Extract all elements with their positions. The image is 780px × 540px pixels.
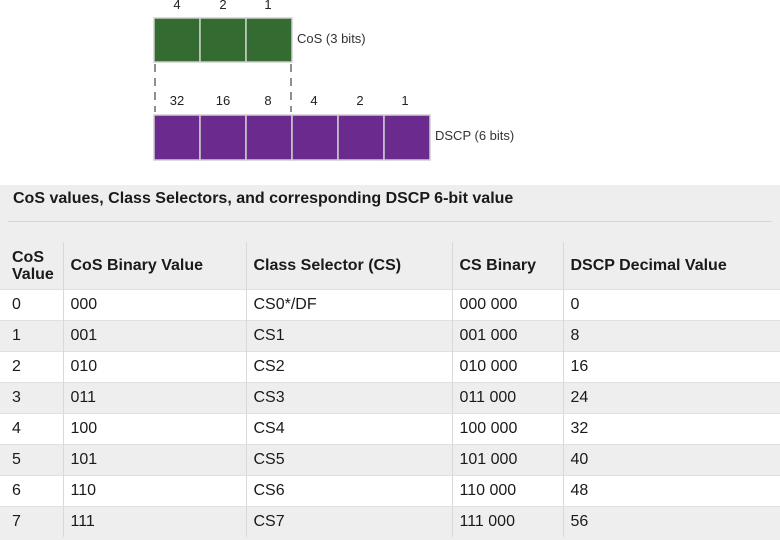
table-row: 6 110 CS6 110 000 48 <box>0 475 780 507</box>
table-row: 7 111 CS7 111 000 56 <box>0 506 780 537</box>
cell-cos-value: 0 <box>0 289 63 321</box>
dscp-bit-cell <box>199 114 247 161</box>
cos-bit-cell <box>245 17 293 63</box>
header-class-selector: Class Selector (CS) <box>245 242 452 290</box>
header-dscp-decimal: DSCP Decimal Value <box>562 242 780 290</box>
cell-cos-value: 3 <box>0 382 63 414</box>
cell-class-selector: CS1 <box>245 320 452 352</box>
cell-cos-value: 5 <box>0 444 63 476</box>
cell-cos-value: 6 <box>0 475 63 507</box>
cell-class-selector: CS7 <box>245 506 452 537</box>
cell-cos-value: 4 <box>0 413 63 445</box>
cos-bit-weight: 1 <box>264 0 271 12</box>
cos-bit-cell <box>153 17 201 63</box>
dscp-bit-cell <box>291 114 339 161</box>
cell-cos-binary: 101 <box>62 444 246 476</box>
cell-cos-value: 1 <box>0 320 63 352</box>
cell-cos-value: 7 <box>0 506 63 537</box>
dscp-bit-numbers: 32 16 8 4 2 1 <box>170 93 409 108</box>
cell-cs-binary: 111 000 <box>451 506 563 537</box>
dscp-bit-weight: 8 <box>264 93 271 108</box>
table-caption: CoS values, Class Selectors, and corresp… <box>13 190 514 207</box>
cell-cs-binary: 011 000 <box>451 382 563 414</box>
table-header-row: CoS Value CoS Binary Value Class Selecto… <box>0 242 780 290</box>
header-cs-binary: CS Binary <box>451 242 563 290</box>
cell-cos-binary: 100 <box>62 413 246 445</box>
cos-field: 4 2 1 CoS (3 bits) <box>153 0 366 63</box>
cell-class-selector: CS5 <box>245 444 452 476</box>
cell-dscp-decimal: 24 <box>562 382 780 414</box>
table-row: 1 001 CS1 001 000 8 <box>0 320 780 352</box>
cell-cs-binary: 110 000 <box>451 475 563 507</box>
table-row: 4 100 CS4 100 000 32 <box>0 413 780 445</box>
cos-bit-weight: 2 <box>219 0 226 12</box>
cell-cs-binary: 001 000 <box>451 320 563 352</box>
cos-field-label: CoS (3 bits) <box>297 31 366 46</box>
cell-cos-value: 2 <box>0 351 63 383</box>
cos-bit-weight: 4 <box>173 0 180 12</box>
dscp-bit-cell <box>245 114 293 161</box>
cell-cos-binary: 011 <box>62 382 246 414</box>
dscp-bit-weight: 4 <box>310 93 317 108</box>
dscp-bit-cells <box>153 114 431 161</box>
dscp-bit-weight: 16 <box>216 93 230 108</box>
dscp-bit-cell <box>153 114 201 161</box>
dscp-field-label: DSCP (6 bits) <box>435 128 514 143</box>
cell-dscp-decimal: 48 <box>562 475 780 507</box>
cell-dscp-decimal: 32 <box>562 413 780 445</box>
cell-cos-binary: 010 <box>62 351 246 383</box>
cell-dscp-decimal: 56 <box>562 506 780 537</box>
cell-class-selector: CS2 <box>245 351 452 383</box>
cos-dscp-table: CoS Value CoS Binary Value Class Selecto… <box>0 242 780 537</box>
cell-dscp-decimal: 0 <box>562 289 780 321</box>
cell-cs-binary: 010 000 <box>451 351 563 383</box>
cos-dscp-diagram: 4 2 1 CoS (3 bits) 32 16 8 4 2 1 <box>153 0 514 161</box>
cell-class-selector: CS3 <box>245 382 452 414</box>
cell-dscp-decimal: 16 <box>562 351 780 383</box>
dscp-bit-cell <box>337 114 385 161</box>
cell-cos-binary: 000 <box>62 289 246 321</box>
dscp-bit-weight: 32 <box>170 93 184 108</box>
cell-cos-binary: 111 <box>62 506 246 537</box>
dscp-bit-cell <box>383 114 431 161</box>
dscp-bit-weight: 1 <box>401 93 408 108</box>
table-row: 5 101 CS5 101 000 40 <box>0 444 780 476</box>
cell-class-selector: CS0*/DF <box>245 289 452 321</box>
cos-bit-cells <box>153 17 293 63</box>
table-row: 2 010 CS2 010 000 16 <box>0 351 780 383</box>
cell-cs-binary: 101 000 <box>451 444 563 476</box>
caption-divider <box>8 221 772 222</box>
table-row: 0 000 CS0*/DF 000 000 0 <box>0 289 780 321</box>
cell-cs-binary: 100 000 <box>451 413 563 445</box>
header-cos-value: CoS Value <box>0 242 63 290</box>
header-cos-binary: CoS Binary Value <box>62 242 246 290</box>
cos-bit-cell <box>199 17 247 63</box>
cell-dscp-decimal: 8 <box>562 320 780 352</box>
dscp-field: 32 16 8 4 2 1 DSCP (6 bits) <box>153 93 514 161</box>
cell-class-selector: CS4 <box>245 413 452 445</box>
cos-bit-numbers: 4 2 1 <box>173 0 271 12</box>
cell-cos-binary: 001 <box>62 320 246 352</box>
table-row: 3 011 CS3 011 000 24 <box>0 382 780 414</box>
dscp-bit-weight: 2 <box>356 93 363 108</box>
cell-dscp-decimal: 40 <box>562 444 780 476</box>
cell-cs-binary: 000 000 <box>451 289 563 321</box>
cell-cos-binary: 110 <box>62 475 246 507</box>
cell-class-selector: CS6 <box>245 475 452 507</box>
